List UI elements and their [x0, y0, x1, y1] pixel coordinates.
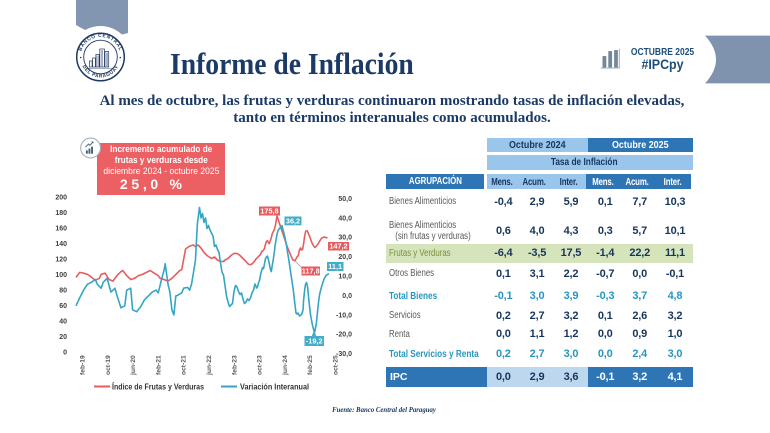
svg-text:Fuente: Banco Central del Para: Fuente: Banco Central del Paraguay	[332, 407, 437, 414]
svg-text:jun-24: jun-24	[282, 355, 289, 376]
svg-text:30,0: 30,0	[338, 235, 352, 242]
svg-text:20,0: 20,0	[338, 254, 352, 261]
svg-text:feb-25: feb-25	[307, 355, 314, 375]
svg-text:11,1: 11,1	[328, 262, 342, 271]
svg-text:40,0: 40,0	[338, 215, 352, 222]
svg-text:feb-21: feb-21	[155, 355, 162, 375]
svg-text:-30,0: -30,0	[336, 351, 352, 358]
svg-text:0: 0	[63, 350, 67, 357]
svg-text:0,0: 0,0	[342, 293, 352, 300]
svg-text:120: 120	[55, 257, 67, 264]
svg-text:60: 60	[59, 303, 67, 310]
svg-text:80: 80	[59, 288, 67, 295]
svg-text:10,0: 10,0	[338, 274, 352, 281]
svg-text:oct-23: oct-23	[257, 355, 264, 375]
svg-text:50,0: 50,0	[338, 196, 352, 203]
svg-text:200: 200	[55, 195, 67, 202]
svg-text:40: 40	[59, 319, 67, 326]
svg-text:feb-23: feb-23	[231, 355, 238, 375]
svg-text:36,2: 36,2	[286, 216, 300, 225]
svg-text:Variación Interanual: Variación Interanual	[240, 383, 309, 392]
svg-text:160: 160	[55, 226, 67, 233]
svg-text:-10,0: -10,0	[336, 312, 352, 319]
svg-text:20: 20	[59, 334, 67, 341]
svg-text:-20,0: -20,0	[336, 332, 352, 339]
svg-text:feb-19: feb-19	[80, 355, 87, 375]
svg-text:oct-19: oct-19	[105, 355, 112, 375]
svg-text:-19,2: -19,2	[306, 337, 323, 346]
svg-text:jun-22: jun-22	[206, 355, 213, 376]
svg-text:180: 180	[55, 210, 67, 217]
svg-text:175,8: 175,8	[260, 207, 278, 216]
svg-text:147,2: 147,2	[329, 242, 347, 251]
svg-text:oct-25: oct-25	[333, 355, 340, 375]
svg-text:Índice de Frutas y Verduras: Índice de Frutas y Verduras	[112, 383, 204, 392]
svg-text:117,8: 117,8	[302, 267, 320, 276]
svg-text:oct-21: oct-21	[181, 355, 188, 375]
svg-text:100: 100	[55, 272, 67, 279]
svg-text:jun-20: jun-20	[130, 355, 137, 376]
svg-text:140: 140	[55, 241, 67, 248]
